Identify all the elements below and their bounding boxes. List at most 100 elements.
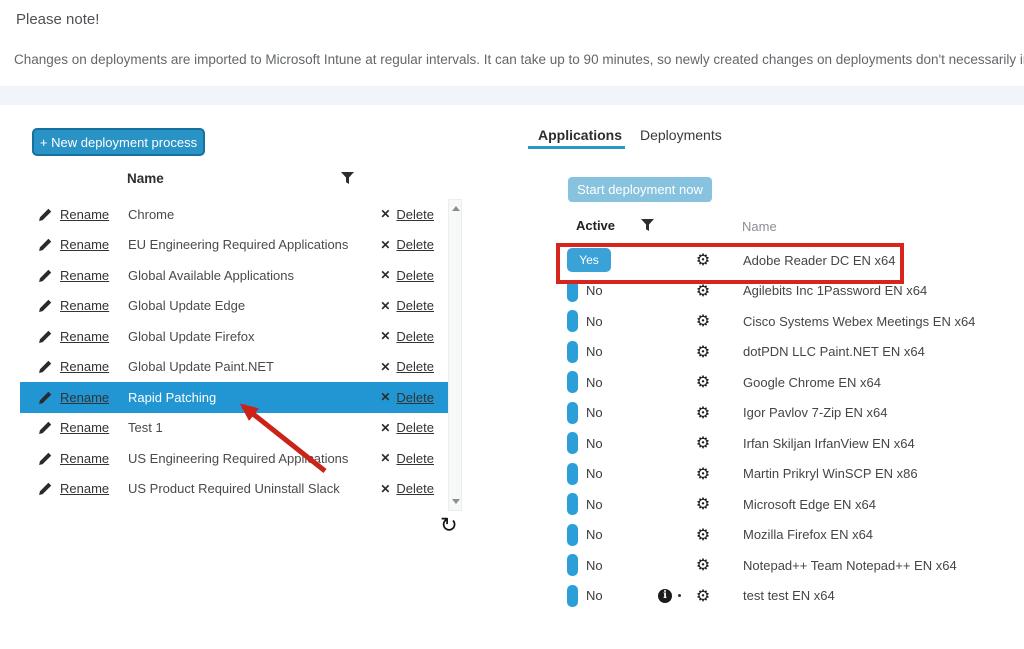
gear-icon[interactable]: ⚙ bbox=[695, 524, 711, 544]
application-row: No No i ⚙ Agilebits Inc 1Password EN x64 bbox=[556, 276, 1016, 307]
rename-link[interactable]: Rename bbox=[60, 450, 110, 466]
application-row: No No i ⚙ Microsoft Edge EN x64 bbox=[556, 489, 1016, 520]
deployment-process-row[interactable]: Rename US Engineering Required Applicati… bbox=[20, 443, 450, 474]
gear-icon[interactable]: ⚙ bbox=[695, 585, 711, 605]
info-cell: i bbox=[658, 406, 684, 420]
gear-icon[interactable]: ⚙ bbox=[695, 311, 711, 331]
active-toggle-no[interactable] bbox=[567, 462, 578, 485]
rename-link[interactable]: Rename bbox=[60, 420, 110, 436]
active-toggle-no[interactable] bbox=[567, 340, 578, 363]
rename-link[interactable]: Rename bbox=[60, 481, 110, 497]
delete-link[interactable]: Delete bbox=[396, 481, 434, 497]
gear-icon[interactable]: ⚙ bbox=[695, 250, 711, 270]
info-cell: i bbox=[658, 467, 684, 481]
gear-icon[interactable]: ⚙ bbox=[695, 341, 711, 361]
info-cell: i bbox=[658, 497, 684, 511]
active-toggle-cell: No No bbox=[556, 401, 658, 424]
pencil-icon bbox=[38, 451, 53, 466]
delete-link[interactable]: Delete bbox=[396, 420, 434, 436]
application-row: No No i ⚙ test test EN x64 bbox=[556, 581, 1016, 612]
deployment-process-row[interactable]: Rename Chrome ✕ Delete bbox=[20, 199, 450, 230]
deployment-process-row[interactable]: Rename Test 1 ✕ Delete bbox=[20, 413, 450, 444]
active-toggle-no[interactable] bbox=[567, 584, 578, 607]
info-cell: i bbox=[658, 558, 684, 572]
active-toggle-no[interactable] bbox=[567, 493, 578, 516]
gear-icon[interactable]: ⚙ bbox=[695, 463, 711, 483]
active-toggle-cell: No No bbox=[556, 279, 658, 302]
gear-icon[interactable]: ⚙ bbox=[695, 433, 711, 453]
gear-icon[interactable]: ⚙ bbox=[695, 494, 711, 514]
x-icon: ✕ bbox=[380, 237, 391, 252]
filter-icon[interactable] bbox=[341, 172, 354, 190]
filter-icon[interactable] bbox=[641, 219, 654, 237]
scroll-down-arrow-icon[interactable] bbox=[452, 499, 460, 504]
deployment-process-row[interactable]: Rename Global Update Firefox ✕ Delete bbox=[20, 321, 450, 352]
active-toggle-yes[interactable]: Yes bbox=[567, 248, 611, 273]
note-divider-band bbox=[0, 86, 1024, 105]
start-deployment-now-button[interactable]: Start deployment now bbox=[568, 177, 712, 202]
info-cell: i bbox=[658, 284, 684, 298]
rename-link[interactable]: Rename bbox=[60, 328, 110, 344]
application-name: Microsoft Edge EN x64 bbox=[743, 496, 876, 512]
pencil-icon bbox=[38, 329, 53, 344]
pencil-icon bbox=[38, 481, 53, 496]
active-toggle-label: No bbox=[586, 435, 603, 451]
delete-link[interactable]: Delete bbox=[396, 298, 434, 314]
active-toggle-label: No bbox=[586, 374, 603, 390]
delete-link[interactable]: Delete bbox=[396, 206, 434, 222]
active-toggle-no[interactable] bbox=[567, 401, 578, 424]
process-list-scrollbar[interactable] bbox=[448, 199, 462, 511]
delete-link[interactable]: Delete bbox=[396, 237, 434, 253]
application-name: Agilebits Inc 1Password EN x64 bbox=[743, 283, 928, 299]
rename-link[interactable]: Rename bbox=[60, 298, 110, 314]
active-toggle-no[interactable] bbox=[567, 523, 578, 546]
active-toggle-no[interactable] bbox=[567, 554, 578, 577]
gear-icon[interactable]: ⚙ bbox=[695, 280, 711, 300]
process-name: EU Engineering Required Applications bbox=[128, 237, 349, 253]
x-icon: ✕ bbox=[380, 268, 391, 283]
delete-link[interactable]: Delete bbox=[396, 359, 434, 375]
delete-link[interactable]: Delete bbox=[396, 389, 434, 405]
note-title: Please note! bbox=[16, 11, 100, 28]
tab-deployments[interactable]: Deployments bbox=[640, 127, 722, 143]
delete-link[interactable]: Delete bbox=[396, 328, 434, 344]
process-name: Global Update Firefox bbox=[128, 328, 255, 344]
rename-link[interactable]: Rename bbox=[60, 206, 110, 222]
x-icon: ✕ bbox=[380, 390, 391, 405]
active-toggle-no[interactable] bbox=[567, 279, 578, 302]
tab-applications[interactable]: Applications bbox=[538, 127, 623, 143]
new-deployment-process-button[interactable]: + New deployment process bbox=[32, 128, 205, 156]
x-icon: ✕ bbox=[380, 359, 391, 374]
info-icon[interactable]: i bbox=[658, 588, 672, 603]
delete-link[interactable]: Delete bbox=[396, 267, 434, 283]
rename-link[interactable]: Rename bbox=[60, 389, 110, 405]
delete-link[interactable]: Delete bbox=[396, 450, 434, 466]
deployment-process-row[interactable]: Rename Rapid Patching ✕ Delete bbox=[20, 382, 450, 413]
gear-icon[interactable]: ⚙ bbox=[695, 402, 711, 422]
active-toggle-no[interactable] bbox=[567, 432, 578, 455]
rename-link[interactable]: Rename bbox=[60, 237, 110, 253]
gear-icon[interactable]: ⚙ bbox=[695, 555, 711, 575]
gear-icon[interactable]: ⚙ bbox=[695, 372, 711, 392]
info-cell: i bbox=[658, 253, 684, 267]
deployment-process-row[interactable]: Rename Global Available Applications ✕ D… bbox=[20, 260, 450, 291]
pencil-icon bbox=[38, 359, 53, 374]
process-name: Global Update Edge bbox=[128, 298, 246, 314]
application-row: No No i ⚙ Notepad++ Team Notepad++ EN x6… bbox=[556, 550, 1016, 581]
rename-link[interactable]: Rename bbox=[60, 267, 110, 283]
info-dot bbox=[678, 594, 681, 598]
scroll-up-arrow-icon[interactable] bbox=[452, 206, 460, 211]
deployment-process-row[interactable]: Rename Global Update Edge ✕ Delete bbox=[20, 291, 450, 322]
rename-link[interactable]: Rename bbox=[60, 359, 110, 375]
application-row: No No i ⚙ Cisco Systems Webex Meetings E… bbox=[556, 306, 1016, 337]
refresh-icon[interactable]: ↻ bbox=[440, 513, 458, 537]
deployment-process-row[interactable]: Rename US Product Required Uninstall Sla… bbox=[20, 474, 450, 505]
deployment-process-row[interactable]: Rename Global Update Paint.NET ✕ Delete bbox=[20, 352, 450, 383]
active-toggle-no[interactable] bbox=[567, 310, 578, 333]
pencil-icon bbox=[38, 207, 53, 222]
active-tab-underline bbox=[528, 146, 625, 149]
active-toggle-cell: No No bbox=[556, 523, 658, 546]
active-toggle-no[interactable] bbox=[567, 371, 578, 394]
deployment-process-row[interactable]: Rename EU Engineering Required Applicati… bbox=[20, 230, 450, 261]
